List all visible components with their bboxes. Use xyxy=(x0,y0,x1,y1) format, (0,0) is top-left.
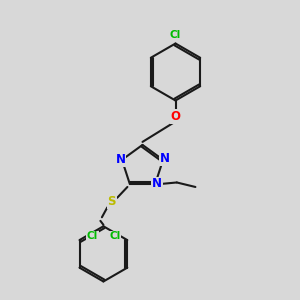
Text: O: O xyxy=(170,110,181,123)
Text: N: N xyxy=(116,153,125,166)
Text: S: S xyxy=(108,195,116,208)
Text: Cl: Cl xyxy=(170,30,181,40)
Text: Cl: Cl xyxy=(109,232,120,242)
Text: N: N xyxy=(152,178,162,190)
Text: N: N xyxy=(160,152,170,165)
Text: Cl: Cl xyxy=(86,232,98,242)
